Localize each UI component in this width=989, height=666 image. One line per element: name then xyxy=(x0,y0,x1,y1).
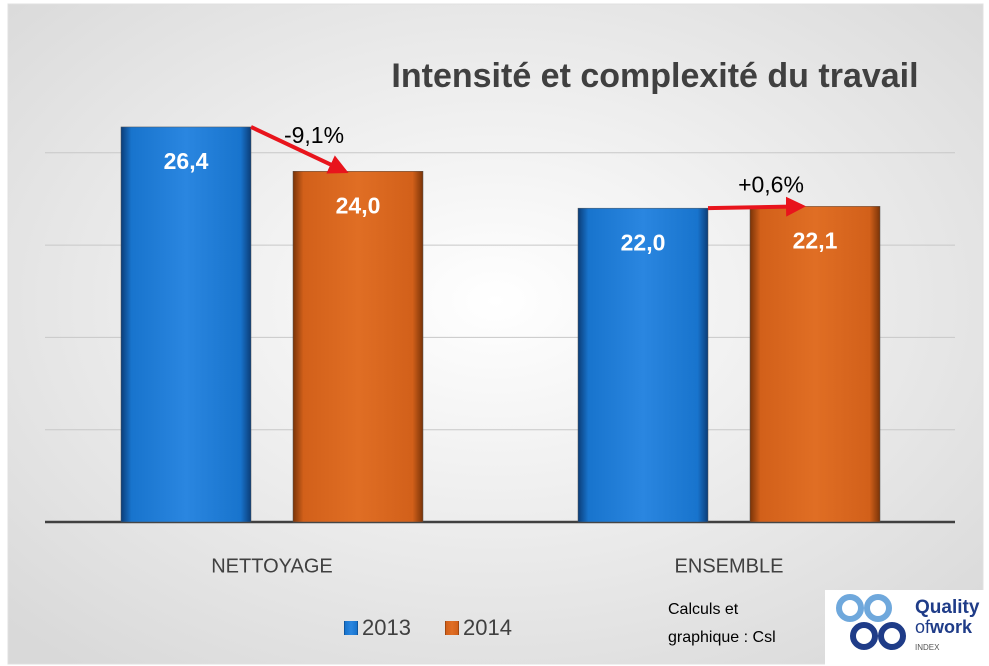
logo-ring xyxy=(878,622,906,650)
data-label: 24,0 xyxy=(336,192,381,218)
bar xyxy=(577,207,709,523)
logo-text: INDEX xyxy=(915,643,940,652)
source: Calculs et xyxy=(668,601,739,618)
source: graphique : Csl xyxy=(668,629,776,646)
data-label: 22,1 xyxy=(793,227,838,253)
legend-label: 2014 xyxy=(463,615,512,640)
logo-ring xyxy=(850,622,878,650)
logo-text: of xyxy=(915,617,931,637)
logo-text: Quality xyxy=(915,597,980,618)
annotation: +0,6% xyxy=(738,171,804,197)
logo-text: work xyxy=(929,617,973,637)
change-arrow xyxy=(250,125,349,174)
logo-ring xyxy=(836,594,864,622)
bar xyxy=(120,126,252,523)
logo: Quality ofwork INDEX xyxy=(825,590,989,666)
logo-ring xyxy=(864,594,892,622)
legend-swatch xyxy=(344,621,358,635)
change-arrow xyxy=(707,196,806,217)
legend-label: 2013 xyxy=(362,615,411,640)
x-tick-label: ENSEMBLE xyxy=(675,555,784,577)
legend-swatch xyxy=(445,621,459,635)
data-label: 22,0 xyxy=(621,229,666,255)
logo-text: ofwork xyxy=(915,617,973,637)
annotation: -9,1% xyxy=(284,122,344,148)
bar xyxy=(749,206,881,523)
data-label: 26,4 xyxy=(164,148,209,174)
x-tick-label: NETTOYAGE xyxy=(211,555,333,577)
logo-bg xyxy=(825,590,989,666)
chart-title: Intensité et complexité du travail xyxy=(391,57,918,95)
bar xyxy=(292,171,424,523)
